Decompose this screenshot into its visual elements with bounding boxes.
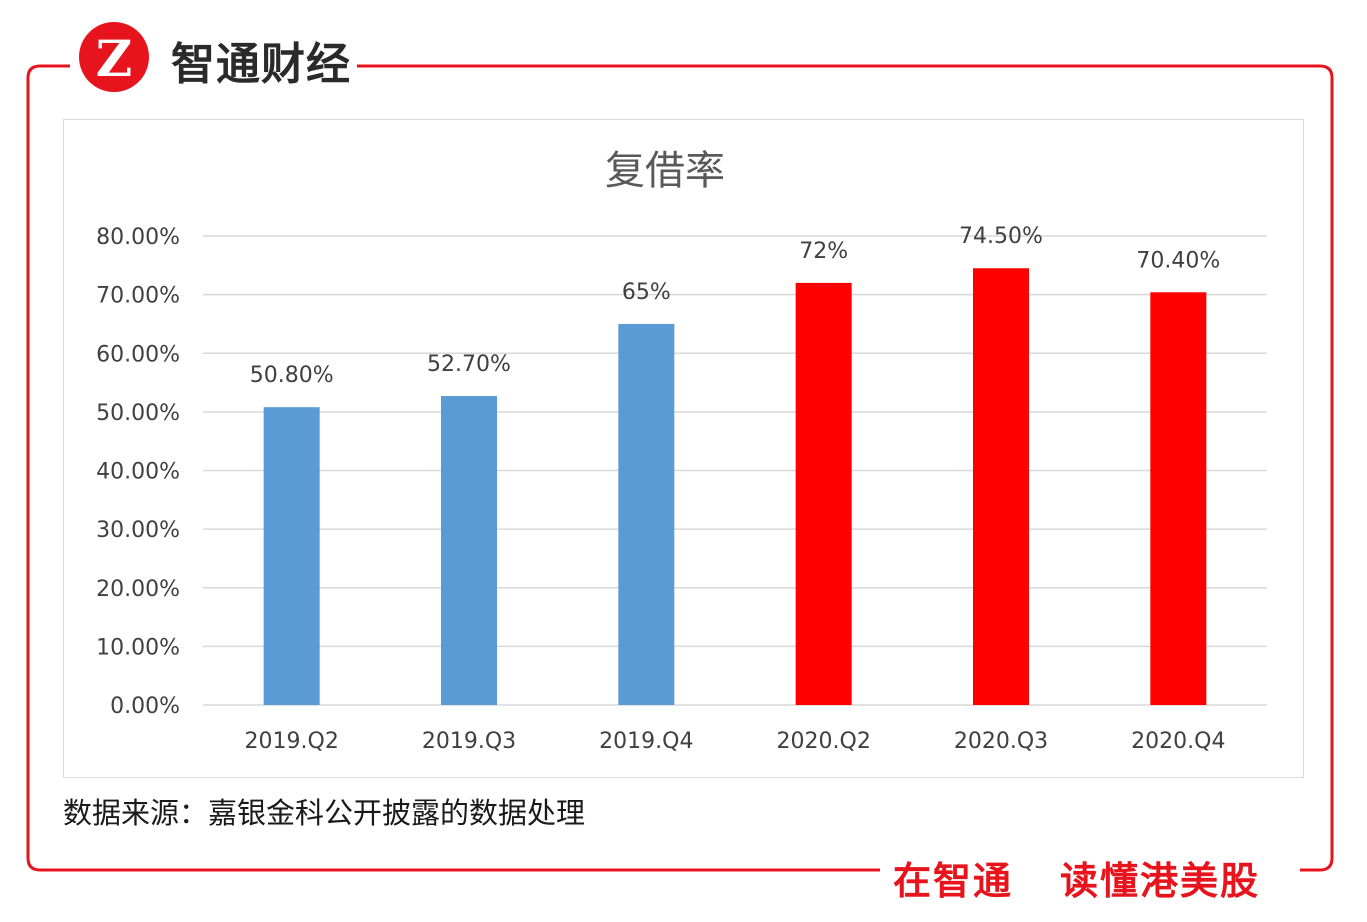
x-tick-label: 2020.Q2	[777, 729, 871, 754]
y-tick-label: 60.00%	[96, 342, 180, 367]
brand-logo: Z	[79, 22, 149, 92]
y-tick-label: 70.00%	[96, 284, 180, 309]
x-tick-label: 2020.Q3	[954, 729, 1048, 754]
data-label: 74.50%	[959, 224, 1043, 249]
data-label: 65%	[622, 280, 671, 305]
bar	[1150, 292, 1207, 705]
y-tick-label: 50.00%	[96, 401, 180, 426]
data-label: 70.40%	[1136, 248, 1220, 273]
brand-name: 智通财经	[165, 28, 357, 92]
bar	[973, 268, 1029, 705]
frame-border	[26, 64, 880, 872]
brand-logo-glyph: Z	[96, 29, 133, 88]
slogan-right: 读懂港美股	[1060, 859, 1261, 903]
chart-title: 复借率	[605, 148, 725, 194]
y-tick-label: 30.00%	[96, 518, 180, 543]
bar	[263, 407, 320, 705]
source-note: 数据来源：嘉银金科公开披露的数据处理	[63, 796, 586, 830]
data-label: 52.70%	[427, 352, 511, 377]
bar	[441, 396, 497, 705]
bar	[795, 282, 852, 705]
y-axis-ticks: 0.00% 10.00% 20.00% 30.00% 40.00% 50.00% 60.00…	[96, 225, 180, 719]
bar	[618, 323, 675, 705]
x-tick-label: 2019.Q3	[422, 729, 516, 754]
y-tick-label: 0.00%	[110, 694, 180, 719]
gridlines	[203, 235, 1267, 706]
data-labels: 50.80% 52.70% 65% 72% 74.50% 70.40%	[250, 224, 1221, 388]
y-tick-label: 40.00%	[96, 460, 180, 485]
y-tick-label: 80.00%	[96, 225, 180, 250]
x-tick-label: 2020.Q4	[1131, 729, 1225, 754]
y-tick-label: 20.00%	[96, 577, 180, 602]
data-label: 72%	[799, 239, 848, 264]
x-axis-ticks: 2019.Q2 2019.Q3 2019.Q4 2020.Q2 2020.Q3 2020.…	[245, 729, 1226, 754]
bars	[263, 268, 1207, 705]
x-tick-label: 2019.Q4	[599, 729, 693, 754]
frame-border-right	[350, 64, 1334, 872]
data-label: 50.80%	[250, 363, 334, 388]
y-tick-label: 10.00%	[96, 635, 180, 660]
slogan-left: 在智通	[893, 859, 1014, 903]
x-tick-label: 2019.Q2	[245, 729, 339, 754]
